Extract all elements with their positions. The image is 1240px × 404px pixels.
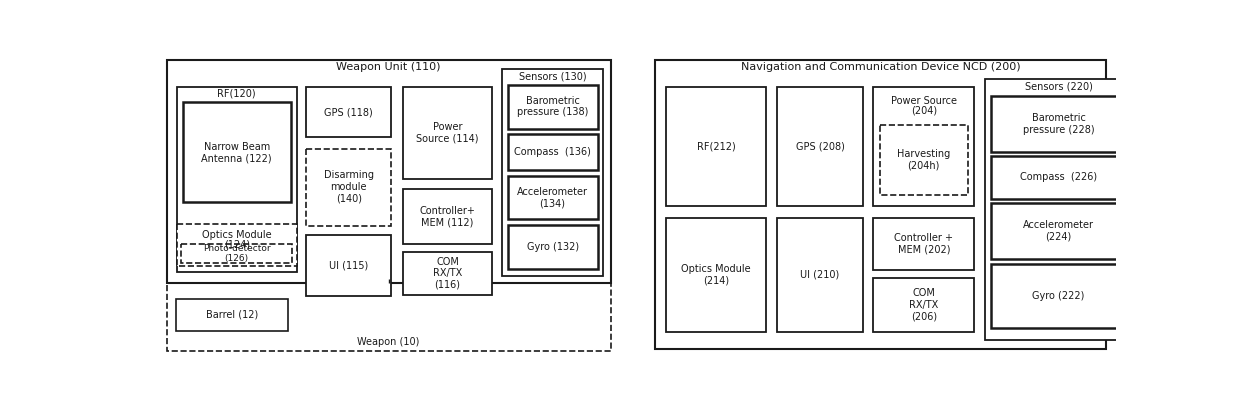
Bar: [873, 87, 975, 206]
Text: Power
Source (114): Power Source (114): [417, 122, 479, 144]
Text: Disarming
module
(140): Disarming module (140): [324, 170, 373, 204]
Text: Power Source: Power Source: [890, 96, 957, 106]
Bar: [184, 102, 290, 202]
Bar: [507, 225, 598, 269]
Bar: [306, 149, 392, 225]
Text: Barometric
pressure (228): Barometric pressure (228): [1023, 113, 1095, 135]
Bar: [991, 264, 1126, 328]
Bar: [873, 278, 975, 332]
Bar: [306, 87, 392, 137]
Bar: [991, 96, 1126, 152]
Bar: [985, 79, 1132, 339]
Text: UI (115): UI (115): [329, 261, 368, 271]
Bar: [777, 218, 863, 332]
Text: Optics Module
(214): Optics Module (214): [681, 264, 751, 286]
Text: Accelerometer
(134): Accelerometer (134): [517, 187, 588, 208]
Text: Photo-detector
(126): Photo-detector (126): [203, 244, 270, 263]
Bar: [873, 218, 975, 270]
Text: (204): (204): [910, 105, 937, 115]
Text: Sensors (130): Sensors (130): [518, 71, 587, 81]
Bar: [666, 218, 766, 332]
Text: COM
RX/TX
(206): COM RX/TX (206): [909, 288, 939, 322]
Bar: [403, 189, 492, 244]
Text: Weapon Unit (110): Weapon Unit (110): [336, 62, 441, 72]
Text: Controller +
MEM (202): Controller + MEM (202): [894, 233, 954, 255]
Bar: [403, 252, 492, 295]
Text: Sensors (220): Sensors (220): [1024, 81, 1092, 91]
Text: (124): (124): [223, 239, 249, 249]
Text: Narrow Beam
Antenna (122): Narrow Beam Antenna (122): [201, 142, 272, 163]
Bar: [655, 60, 1106, 349]
Text: Gyro (222): Gyro (222): [1033, 291, 1085, 301]
Text: RF(212): RF(212): [697, 142, 735, 152]
Bar: [176, 224, 296, 266]
Bar: [507, 85, 598, 128]
Text: UI (210): UI (210): [800, 270, 839, 280]
Bar: [507, 134, 598, 170]
Bar: [166, 60, 611, 283]
Bar: [666, 87, 766, 206]
Text: GPS (208): GPS (208): [796, 142, 844, 152]
Bar: [166, 283, 611, 351]
Bar: [306, 235, 392, 297]
Text: Compass  (226): Compass (226): [1021, 173, 1097, 183]
Bar: [181, 244, 293, 263]
Text: Weapon (10): Weapon (10): [357, 337, 420, 347]
Bar: [176, 299, 288, 331]
Bar: [507, 175, 598, 219]
Bar: [991, 203, 1126, 259]
Text: Navigation and Communication Device NCD (200): Navigation and Communication Device NCD …: [740, 62, 1021, 72]
Text: Barometric
pressure (138): Barometric pressure (138): [517, 96, 588, 118]
Text: Harvesting
(204h): Harvesting (204h): [898, 149, 950, 171]
Text: Accelerometer
(224): Accelerometer (224): [1023, 220, 1094, 242]
Bar: [991, 156, 1126, 199]
Text: COM
RX/TX
(116): COM RX/TX (116): [433, 257, 463, 290]
Bar: [502, 69, 603, 276]
Text: Barrel (12): Barrel (12): [206, 310, 258, 320]
Bar: [879, 126, 968, 195]
Text: Compass  (136): Compass (136): [515, 147, 591, 157]
Text: Controller+
MEM (112): Controller+ MEM (112): [419, 206, 475, 227]
Text: RF(120): RF(120): [217, 89, 257, 99]
Text: GPS (118): GPS (118): [325, 107, 373, 117]
Text: Optics Module: Optics Module: [202, 230, 272, 240]
Bar: [176, 87, 296, 272]
Text: Gyro (132): Gyro (132): [527, 242, 579, 252]
Bar: [777, 87, 863, 206]
Bar: [403, 87, 492, 179]
